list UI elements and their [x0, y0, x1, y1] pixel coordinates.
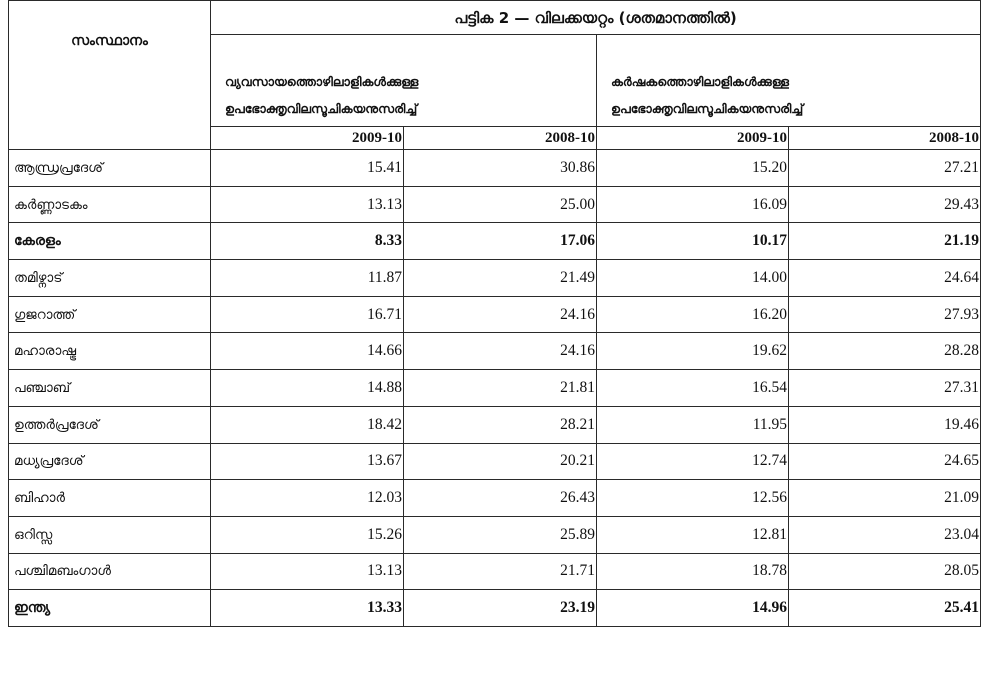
group-header-line: ഉപഭോക്തൃവിലസൂചികയനുസരിച്ച്: [225, 101, 418, 116]
state-column-header: സംസ്ഥാനം: [8, 0, 211, 150]
value-cell: 23.04: [787, 515, 982, 554]
value-cell: 13.33: [210, 589, 404, 627]
year-header: 2008-10: [403, 126, 597, 150]
state-name-cell: ഇന്ത്യ: [8, 589, 211, 627]
value-cell: 14.66: [210, 332, 404, 371]
table-row: ആന്ധ്രപ്രദേശ് 15.41 30.86 15.20 27.21: [8, 149, 982, 187]
table-row: മധ്യപ്രദേശ് 13.67 20.21 12.74 24.65: [8, 442, 982, 481]
value-cell: 27.31: [787, 369, 982, 407]
value-cell: 12.81: [596, 515, 789, 554]
value-cell: 28.28: [787, 332, 982, 371]
agricultural-workers-cpi-header: കർഷകത്തൊഴിലാളികൾക്കുള്ള ഉപഭോക്തൃവിലസൂചിക…: [595, 34, 982, 127]
value-cell: 25.00: [403, 185, 597, 224]
state-name-cell: ഉത്തർപ്രദേശ്: [8, 405, 211, 444]
group-header-line: ഉപഭോക്തൃവിലസൂചികയനുസരിച്ച്: [611, 101, 804, 116]
group-header-line: വ്യവസായത്തൊഴിലാളികൾക്കുള്ള: [225, 74, 419, 89]
value-cell: 21.71: [403, 552, 597, 591]
table-row: ഒറിസ്സ 15.26 25.89 12.81 23.04: [8, 515, 982, 554]
value-cell: 27.21: [787, 149, 982, 187]
table-row: മഹാരാഷ്ട്ര 14.66 24.16 19.62 28.28: [8, 332, 982, 371]
table-row: പശ്ചിമബംഗാൾ 13.13 21.71 18.78 28.05: [8, 552, 982, 591]
table-row: ഉത്തർപ്രദേശ് 18.42 28.21 11.95 19.46: [8, 405, 982, 444]
table-title: പട്ടിക 2 — വിലക്കയറ്റം (ശതമാനത്തിൽ): [209, 0, 982, 35]
value-cell: 17.06: [403, 222, 597, 261]
state-name-cell: തമിഴ്നാട്: [8, 259, 211, 297]
value-cell: 27.93: [787, 295, 982, 334]
value-cell: 21.49: [403, 259, 597, 297]
value-cell: 16.71: [210, 295, 404, 334]
state-name-cell: പഞ്ചാബ്: [8, 369, 211, 407]
table-body: ആന്ധ്രപ്രദേശ് 15.41 30.86 15.20 27.21 കർണ്ണാട…: [8, 149, 982, 627]
state-name-cell: മഹാരാഷ്ട്ര: [8, 332, 211, 371]
state-name-cell: കർണ്ണാടകം: [8, 185, 211, 224]
table-row: ഗുജറാത്ത് 16.71 24.16 16.20 27.93: [8, 295, 982, 334]
value-cell: 21.09: [787, 479, 982, 517]
value-cell: 13.13: [210, 552, 404, 591]
table-row: ബിഹാർ 12.03 26.43 12.56 21.09: [8, 479, 982, 517]
table-row: കർണ്ണാടകം 13.13 25.00 16.09 29.43: [8, 185, 982, 224]
table-row: കേരളം 8.33 17.06 10.17 21.19: [8, 222, 982, 261]
value-cell: 23.19: [403, 589, 597, 627]
value-cell: 8.33: [210, 222, 404, 261]
value-cell: 12.74: [596, 442, 789, 481]
value-cell: 19.46: [787, 405, 982, 444]
value-cell: 18.78: [596, 552, 789, 591]
industrial-workers-cpi-header: വ്യവസായത്തൊഴിലാളികൾക്കുള്ള ഉപഭോക്തൃവിലസൂ…: [210, 34, 597, 127]
value-cell: 12.03: [210, 479, 404, 517]
value-cell: 15.26: [210, 515, 404, 554]
value-cell: 21.81: [403, 369, 597, 407]
value-cell: 21.19: [787, 222, 982, 261]
value-cell: 16.54: [596, 369, 789, 407]
value-cell: 18.42: [210, 405, 404, 444]
table-row: പഞ്ചാബ് 14.88 21.81 16.54 27.31: [8, 369, 982, 407]
value-cell: 24.16: [403, 295, 597, 334]
table-row: ഇന്ത്യ 13.33 23.19 14.96 25.41: [8, 589, 982, 627]
value-cell: 11.87: [210, 259, 404, 297]
state-name-cell: കേരളം: [8, 222, 211, 261]
value-cell: 13.13: [210, 185, 404, 224]
value-cell: 10.17: [596, 222, 789, 261]
value-cell: 30.86: [403, 149, 597, 187]
value-cell: 19.62: [596, 332, 789, 371]
state-name-cell: പശ്ചിമബംഗാൾ: [8, 552, 211, 591]
value-cell: 11.95: [596, 405, 789, 444]
value-cell: 24.64: [787, 259, 982, 297]
value-cell: 28.05: [787, 552, 982, 591]
value-cell: 25.41: [787, 589, 982, 627]
value-cell: 14.88: [210, 369, 404, 407]
value-cell: 14.96: [596, 589, 789, 627]
group-header-line: കർഷകത്തൊഴിലാളികൾക്കുള്ള: [611, 74, 789, 89]
state-name-cell: ഗുജറാത്ത്: [8, 295, 211, 334]
state-name-cell: ആന്ധ്രപ്രദേശ്: [8, 149, 211, 187]
table-row: തമിഴ്നാട് 11.87 21.49 14.00 24.64: [8, 259, 982, 297]
state-name-cell: ബിഹാർ: [8, 479, 211, 517]
state-name-cell: ഒറിസ്സ: [8, 515, 211, 554]
value-cell: 24.16: [403, 332, 597, 371]
value-cell: 15.41: [210, 149, 404, 187]
value-cell: 28.21: [403, 405, 597, 444]
value-cell: 20.21: [403, 442, 597, 481]
year-header: 2008-10: [787, 126, 982, 150]
value-cell: 14.00: [596, 259, 789, 297]
year-header: 2009-10: [596, 126, 789, 150]
value-cell: 12.56: [596, 479, 789, 517]
value-cell: 16.20: [596, 295, 789, 334]
value-cell: 24.65: [787, 442, 982, 481]
value-cell: 15.20: [596, 149, 789, 187]
price-rise-table: സംസ്ഥാനം പട്ടിക 2 — വിലക്കയറ്റം (ശതമാനത്…: [8, 0, 982, 627]
value-cell: 25.89: [403, 515, 597, 554]
state-name-cell: മധ്യപ്രദേശ്: [8, 442, 211, 481]
value-cell: 29.43: [787, 185, 982, 224]
value-cell: 26.43: [403, 479, 597, 517]
value-cell: 16.09: [596, 185, 789, 224]
year-header: 2009-10: [210, 126, 404, 150]
value-cell: 13.67: [210, 442, 404, 481]
